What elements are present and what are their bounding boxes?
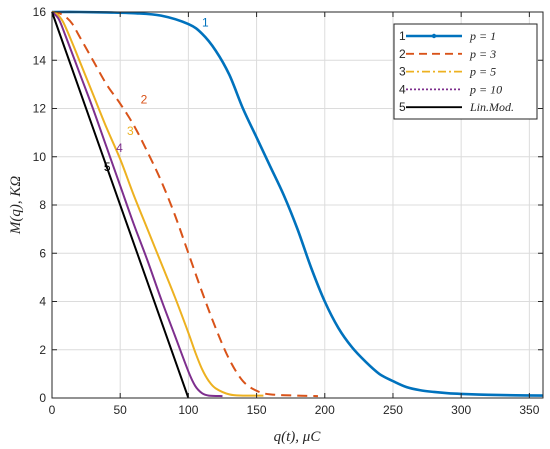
y-tick-label: 12 (33, 102, 47, 116)
y-axis-label: M(q), KΩ (8, 176, 24, 235)
legend-label-3: p = 5 (469, 65, 496, 79)
legend-number-2: 2 (399, 47, 406, 61)
legend-label-1: p = 1 (469, 29, 496, 43)
legend-number-1: 1 (399, 29, 406, 43)
x-ticks: 0 50 100 150 200 250 300 350 (49, 12, 540, 417)
y-tick-label: 14 (33, 53, 47, 67)
curve-label-4: 4 (116, 141, 123, 155)
y-tick-label: 10 (33, 150, 47, 164)
series-line-3 (51, 11, 264, 397)
y-tick-label: 16 (33, 5, 47, 19)
x-tick-label: 0 (49, 403, 56, 417)
y-tick-label: 0 (39, 391, 46, 405)
legend-box (393, 23, 538, 120)
y-tick-label: 2 (39, 343, 46, 357)
curve-labels: 1 2 345 (104, 15, 209, 174)
y-tick-label: 4 (39, 295, 46, 309)
series-line-4 (51, 11, 223, 398)
x-axis-label: q(t), μC (274, 429, 322, 445)
x-tick-label: 50 (114, 403, 128, 417)
legend-label-4: p = 10 (469, 82, 502, 96)
series-line-1 (51, 10, 544, 397)
legend-number-4: 4 (399, 82, 406, 96)
y-tick-label: 8 (39, 198, 46, 212)
x-tick-label: 300 (451, 403, 471, 417)
legend-number-5: 5 (399, 100, 406, 114)
curve-label-2: 2 (141, 93, 148, 107)
legend-marker-1 (431, 33, 437, 39)
x-tick-label: 100 (178, 403, 198, 417)
series-line-5 (51, 11, 190, 399)
curve-label-5: 5 (104, 160, 111, 174)
y-tick-label: 6 (39, 246, 46, 260)
series-line-2 (51, 11, 318, 398)
x-tick-label: 250 (383, 403, 403, 417)
curves (51, 10, 544, 399)
legend-number-3: 3 (399, 65, 406, 79)
legend-label-2: p = 3 (469, 47, 496, 61)
curve-label-1: 1 (202, 15, 209, 29)
legend-label-5: Lin.Mod. (469, 100, 514, 114)
x-tick-label: 200 (315, 403, 335, 417)
x-tick-label: 150 (247, 403, 267, 417)
x-tick-label: 350 (519, 403, 539, 417)
curve-label-3: 3 (127, 124, 134, 138)
legend: 1 p = 1 2 p = 3 3 p = 5 4 p = 10 5 Lin.Mod. (393, 23, 538, 120)
